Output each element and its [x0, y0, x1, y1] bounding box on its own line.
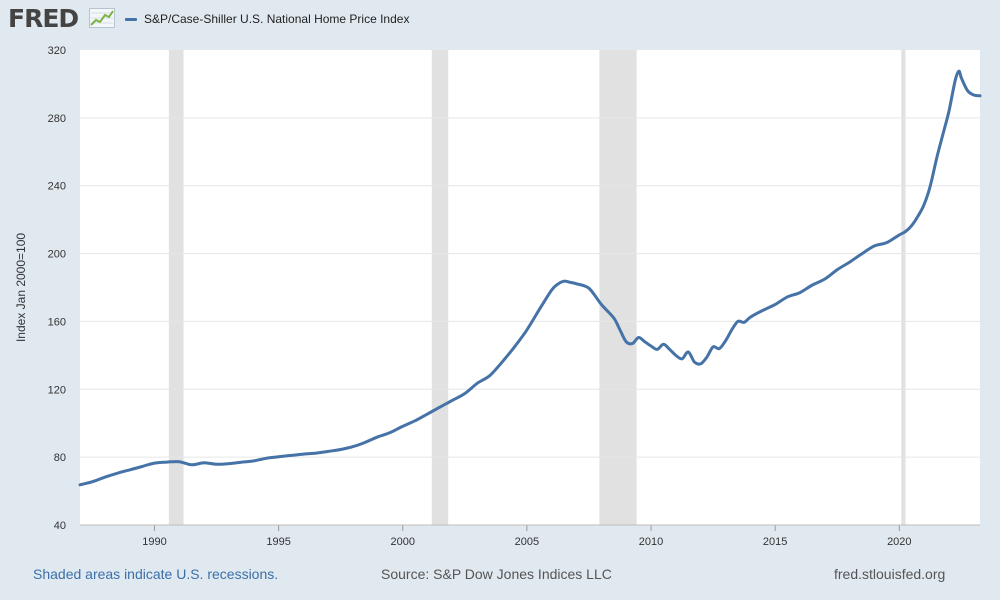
x-tick-label: 2020 [887, 536, 911, 548]
y-tick-label: 40 [54, 520, 66, 532]
x-tick-label: 2010 [639, 536, 663, 548]
x-tick-label: 2005 [515, 536, 539, 548]
recession-note: Shaded areas indicate U.S. recessions. [33, 566, 279, 582]
plot-area [80, 50, 980, 525]
fred-logo-graph-icon [89, 8, 115, 28]
y-axis-label: Index Jan 2000=100 [14, 233, 28, 342]
source-note: Source: S&P Dow Jones Indices LLC [381, 566, 612, 582]
y-tick-label: 120 [48, 384, 66, 396]
legend-swatch [125, 18, 137, 21]
recession-band [599, 50, 637, 525]
legend-label: S&P/Case-Shiller U.S. National Home Pric… [144, 12, 410, 26]
y-tick-label: 280 [48, 113, 66, 125]
chart-header: FRED S&P/Case-Shiller U.S. National Home… [0, 0, 1000, 40]
y-tick-label: 80 [54, 452, 66, 464]
series [78, 69, 982, 487]
y-tick-label: 240 [48, 181, 66, 193]
axes: 40 80 120 160 200 240 280 320 1990 1995 2000 2005 20… [14, 45, 980, 548]
y-tick-label: 160 [48, 316, 66, 328]
recession-band [901, 50, 906, 525]
gridlines [80, 117, 980, 458]
series-line [78, 69, 982, 487]
recession-band [168, 50, 184, 525]
recession-shading [80, 50, 980, 525]
x-tick-label: 2015 [763, 536, 787, 548]
recession-band [431, 50, 449, 525]
fred-logo[interactable]: FRED [8, 4, 79, 33]
x-tick-label: 1990 [142, 536, 166, 548]
y-tick-label: 320 [48, 45, 66, 57]
y-tick-label: 200 [48, 249, 66, 261]
x-tick-label: 2000 [391, 536, 415, 548]
x-tick-label: 1995 [266, 536, 290, 548]
site-link[interactable]: fred.stlouisfed.org [834, 566, 946, 582]
